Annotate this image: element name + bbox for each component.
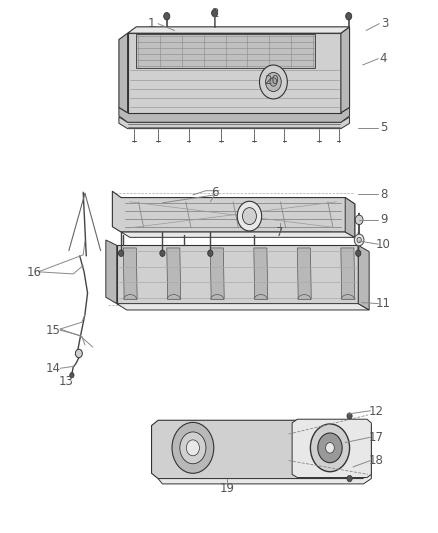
Circle shape [164, 12, 170, 20]
Text: 5: 5 [380, 121, 387, 134]
Text: 16: 16 [27, 266, 42, 279]
Polygon shape [127, 33, 341, 113]
Polygon shape [136, 34, 315, 68]
Circle shape [318, 433, 342, 463]
Text: 19: 19 [219, 482, 234, 495]
Text: 20: 20 [264, 75, 279, 87]
Polygon shape [345, 198, 355, 237]
Polygon shape [113, 191, 355, 237]
Circle shape [237, 201, 261, 231]
Polygon shape [158, 473, 371, 484]
Polygon shape [341, 27, 350, 113]
Polygon shape [292, 419, 371, 478]
Circle shape [346, 12, 352, 20]
Circle shape [186, 440, 199, 456]
Text: 8: 8 [380, 188, 387, 201]
Circle shape [347, 413, 352, 419]
Circle shape [75, 349, 82, 358]
Text: 15: 15 [45, 324, 60, 337]
Circle shape [118, 250, 124, 256]
Polygon shape [119, 108, 350, 122]
Polygon shape [106, 240, 117, 304]
Circle shape [311, 424, 350, 472]
Circle shape [160, 250, 165, 256]
Text: 11: 11 [376, 297, 391, 310]
Polygon shape [123, 248, 137, 300]
Polygon shape [152, 420, 371, 479]
Circle shape [265, 72, 281, 92]
Circle shape [70, 373, 74, 378]
Polygon shape [127, 27, 350, 33]
Circle shape [347, 475, 352, 482]
Circle shape [357, 237, 361, 243]
Text: 18: 18 [369, 454, 384, 467]
Text: 10: 10 [376, 238, 391, 251]
Circle shape [356, 250, 361, 256]
Polygon shape [358, 245, 369, 310]
Text: 13: 13 [58, 375, 73, 387]
Polygon shape [341, 248, 355, 300]
Circle shape [354, 234, 364, 246]
Polygon shape [117, 245, 358, 304]
Text: 6: 6 [211, 186, 219, 199]
Text: 3: 3 [381, 17, 388, 30]
Polygon shape [121, 232, 355, 237]
Text: 1: 1 [148, 17, 155, 30]
Text: 2: 2 [211, 6, 219, 20]
Circle shape [243, 208, 256, 224]
Text: 9: 9 [380, 213, 387, 227]
Text: 12: 12 [369, 405, 384, 418]
Circle shape [355, 215, 363, 224]
Circle shape [325, 442, 334, 453]
Polygon shape [119, 33, 127, 113]
Polygon shape [119, 117, 350, 128]
Polygon shape [297, 248, 311, 300]
Text: 17: 17 [369, 431, 384, 444]
Circle shape [172, 422, 214, 473]
Circle shape [208, 250, 213, 256]
Text: 4: 4 [380, 52, 387, 65]
Polygon shape [254, 248, 268, 300]
Circle shape [259, 65, 287, 99]
Circle shape [212, 10, 218, 17]
Text: 7: 7 [276, 226, 284, 239]
Circle shape [270, 78, 277, 86]
Circle shape [180, 432, 206, 464]
Polygon shape [210, 248, 224, 300]
Polygon shape [167, 248, 181, 300]
Text: 14: 14 [45, 362, 60, 375]
Polygon shape [117, 304, 369, 310]
